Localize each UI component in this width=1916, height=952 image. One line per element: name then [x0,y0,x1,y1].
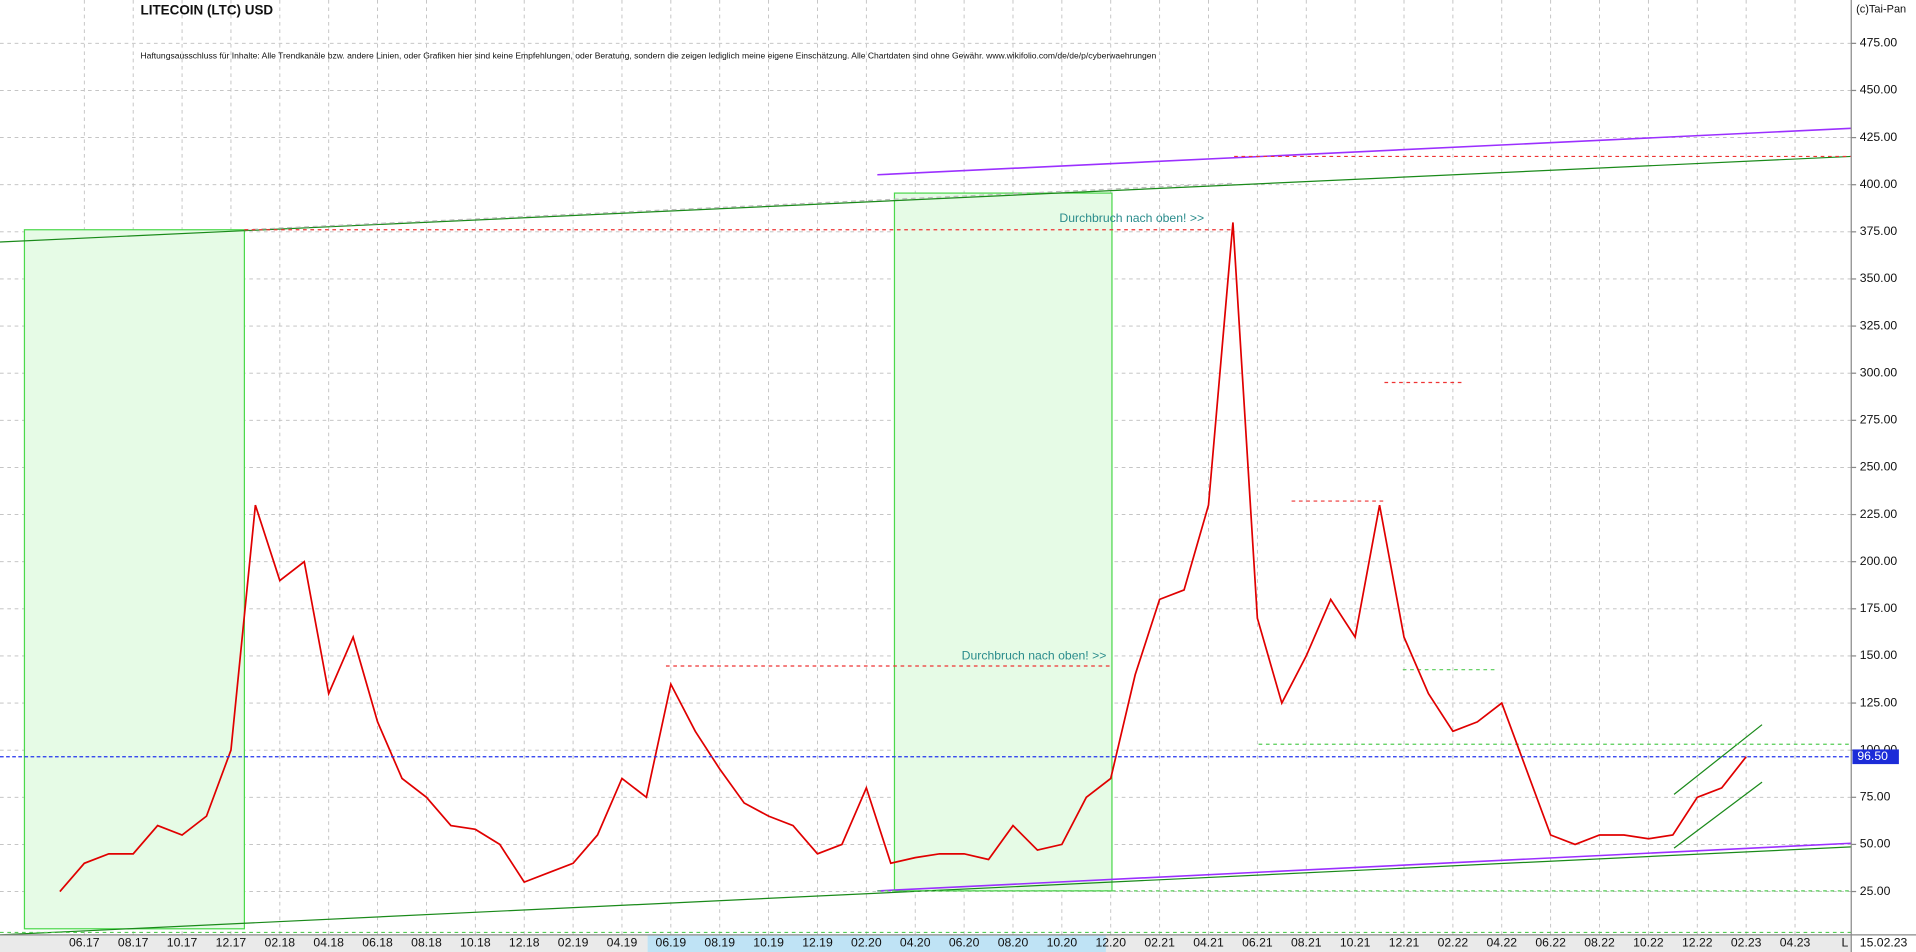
x-tick-label: 02.23 [1731,936,1762,950]
y-tick-label: 250.00 [1860,460,1898,474]
annotation: Durchbruch nach oben! >> [962,648,1107,662]
x-tick-label: 06.19 [656,936,687,950]
y-tick-label: 225.00 [1860,507,1898,521]
annotation: Durchbruch nach oben! >> [1059,211,1204,225]
trend-line [0,846,1852,936]
trend-line [877,842,1852,892]
x-tick-label: 08.19 [704,936,735,950]
y-tick-label: 475.00 [1860,36,1898,50]
x-tick-label: 10.21 [1340,936,1371,950]
x-tick-label: 06.17 [69,936,100,950]
range-box [23,229,245,930]
x-tick-label: 04.19 [607,936,638,950]
x-tick-label: 10.19 [753,936,784,950]
y-tick-label: 300.00 [1860,365,1898,379]
last-price-box [1852,749,1899,765]
x-tick-label: 04.22 [1486,936,1517,950]
trend-line [1673,724,1763,795]
x-tick-label: 06.18 [362,936,393,950]
x-tick-label: 12.18 [509,936,540,950]
x-axis-highlight [647,934,1106,952]
y-tick-label: 275.00 [1860,413,1898,427]
x-tick-label: 02.21 [1144,936,1175,950]
x-tick-label: 04.20 [900,936,931,950]
trend-line [244,182,1235,231]
y-tick-label: 200.00 [1860,554,1898,568]
x-tick-label: 02.20 [851,936,882,950]
y-tick-label: 150.00 [1860,648,1898,662]
x-tick-label: 12.22 [1682,936,1713,950]
y-tick-label: 25.00 [1860,884,1891,898]
source: (c)Tai-Pan [1856,4,1906,16]
x-tick-label: 10.18 [460,936,491,950]
y-tick-label: 350.00 [1860,271,1898,285]
x-tick-label: 12.20 [1095,936,1126,950]
x-tick-label: 02.18 [265,936,296,950]
trend-line [0,155,1852,243]
trend-line [877,127,1852,176]
price-line [59,222,1747,893]
corner-label: L [1841,936,1848,950]
x-tick-label: 10.20 [1047,936,1078,950]
last-price-label: 96.50 [1857,749,1888,763]
x-tick-label: 10.17 [167,936,198,950]
x-tick-label: 08.21 [1291,936,1322,950]
trend-line [1673,781,1763,849]
y-tick-label: 425.00 [1860,130,1898,144]
x-tick-label: 06.22 [1535,936,1566,950]
y-tick-label: 125.00 [1860,695,1898,709]
x-tick-label: 06.20 [949,936,980,950]
chart-title: LITECOIN (LTC) USD [141,3,274,18]
y-tick-label: 75.00 [1860,790,1891,804]
x-tick-label: 12.17 [216,936,247,950]
y-tick-label: 400.00 [1860,177,1898,191]
x-tick-label: 10.22 [1633,936,1664,950]
date-label: 15.02.23 [1860,936,1908,950]
range-box [893,192,1113,892]
subtitle: Haftungsausschluss für Inhalte: Alle Tre… [141,50,1157,60]
x-tick-label: 02.19 [558,936,589,950]
x-tick-label: 04.21 [1193,936,1224,950]
y-tick-label: 375.00 [1860,224,1898,238]
x-tick-label: 04.23 [1780,936,1811,950]
x-tick-label: 12.21 [1389,936,1420,950]
x-tick-label: 08.20 [998,936,1029,950]
y-tick-label: 325.00 [1860,318,1898,332]
y-tick-label: 175.00 [1860,601,1898,615]
x-tick-label: 08.22 [1584,936,1615,950]
x-tick-label: 08.18 [411,936,442,950]
y-tick-label: 50.00 [1860,837,1891,851]
x-tick-label: 04.18 [313,936,344,950]
x-tick-label: 08.17 [118,936,149,950]
x-tick-label: 12.19 [802,936,833,950]
y-tick-label: 450.00 [1860,83,1898,97]
x-tick-label: 02.22 [1438,936,1469,950]
x-tick-label: 06.21 [1242,936,1273,950]
